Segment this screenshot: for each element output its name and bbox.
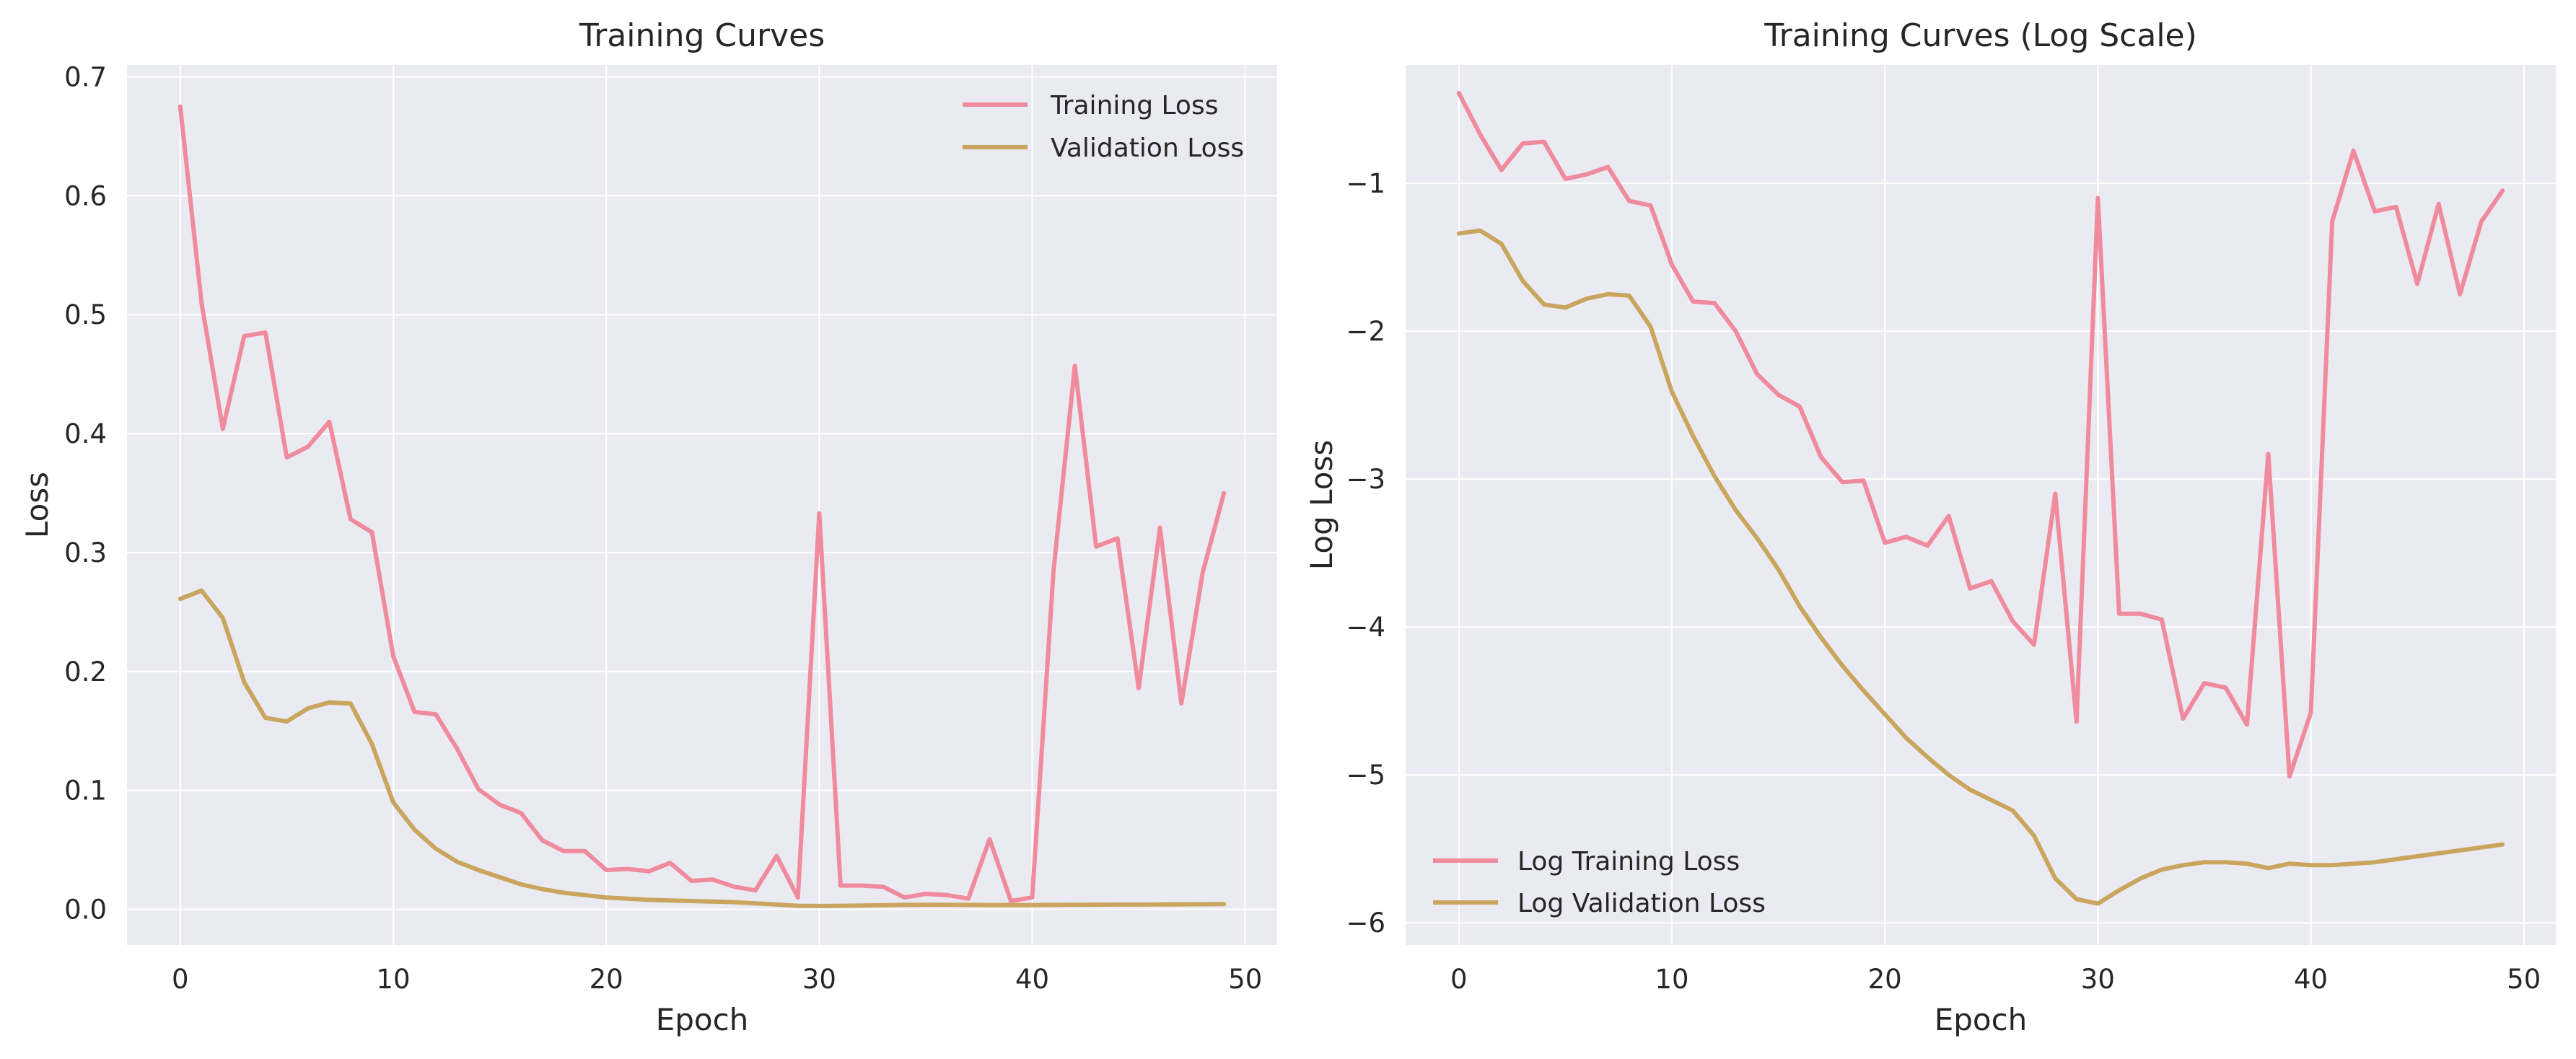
legend-label-log-training-loss: Log Training Loss	[1517, 847, 1740, 876]
loss-x-tick-label: 20	[590, 964, 623, 995]
loss-y-tick-label: 0.1	[64, 775, 107, 807]
loss-y-tick-label: 0.4	[64, 418, 107, 449]
log-loss-x-axis-label: Epoch	[1935, 1002, 2028, 1037]
loss-y-tick-label: 0.7	[64, 61, 107, 92]
loss-chart: 0 10 20 30 40 50 0.0 0.1 0.2 0.3 0.4 0.5 0.6 0.7 Tra…	[19, 17, 1277, 1037]
loss-y-ticks: 0.0 0.1 0.2 0.3 0.4 0.5 0.6 0.7	[64, 61, 107, 925]
log-loss-x-tick-label: 10	[1655, 964, 1688, 995]
log-loss-y-tick-label: −2	[1346, 316, 1385, 347]
loss-y-tick-label: 0.3	[64, 537, 107, 568]
legend-label-validation-loss: Validation Loss	[1051, 133, 1244, 163]
loss-plot-area	[127, 65, 1277, 945]
log-loss-x-tick-label: 20	[1868, 964, 1902, 995]
log-loss-y-tick-label: −5	[1346, 760, 1385, 791]
loss-y-tick-label: 0.5	[64, 299, 107, 330]
loss-x-tick-label: 50	[1228, 964, 1262, 995]
loss-legend: Training Loss Validation Loss	[963, 91, 1244, 163]
log-loss-y-tick-label: −3	[1346, 464, 1385, 495]
loss-x-ticks: 0 10 20 30 40 50	[172, 964, 1262, 995]
loss-x-tick-label: 10	[376, 964, 410, 995]
log-loss-series-lines	[1456, 91, 2505, 906]
log-loss-y-tick-label: −4	[1346, 612, 1385, 643]
loss-chart-title: Training Curves	[579, 17, 825, 54]
legend-label-training-loss: Training Loss	[1050, 91, 1218, 120]
loss-x-tick-label: 40	[1015, 964, 1049, 995]
loss-y-axis-label: Loss	[19, 472, 55, 538]
log-loss-x-tick-label: 0	[1450, 964, 1468, 995]
loss-y-tick-label: 0.6	[64, 180, 107, 211]
loss-x-tick-label: 30	[802, 964, 836, 995]
log-loss-x-tick-label: 30	[2081, 964, 2115, 995]
legend-label-log-validation-loss: Log Validation Loss	[1517, 889, 1766, 918]
log-loss-plot-area	[1406, 65, 2556, 945]
loss-x-axis-label: Epoch	[656, 1002, 749, 1037]
log-loss-legend: Log Training Loss Log Validation Loss	[1433, 847, 1766, 918]
log-loss-y-axis-label: Log Loss	[1304, 440, 1339, 571]
log-loss-y-tick-label: −1	[1346, 168, 1385, 199]
loss-y-tick-label: 0.2	[64, 656, 107, 687]
log-loss-chart-title: Training Curves (Log Scale)	[1764, 17, 2197, 54]
loss-x-tick-label: 0	[172, 964, 189, 995]
loss-y-tick-label: 0.0	[64, 895, 107, 926]
log-loss-x-ticks: 0 10 20 30 40 50	[1450, 964, 2541, 995]
log-loss-y-ticks: −6 −5 −4 −3 −2 −1	[1346, 168, 1385, 939]
log-loss-y-tick-label: −6	[1346, 908, 1385, 939]
log-loss-x-tick-label: 40	[2294, 964, 2328, 995]
series-line-training-loss	[178, 104, 1227, 903]
log-loss-x-tick-label: 50	[2507, 964, 2541, 995]
series-line-validation-loss	[178, 588, 1227, 908]
log-loss-chart: 0 10 20 30 40 50 −6 −5 −4 −3 −2 −1 Training Curves…	[1304, 17, 2556, 1037]
series-line-log-validation-loss	[1456, 228, 2505, 906]
loss-series-lines	[178, 104, 1227, 908]
log-loss-grid	[1406, 65, 2556, 945]
series-line-log-training-loss	[1456, 91, 2505, 779]
